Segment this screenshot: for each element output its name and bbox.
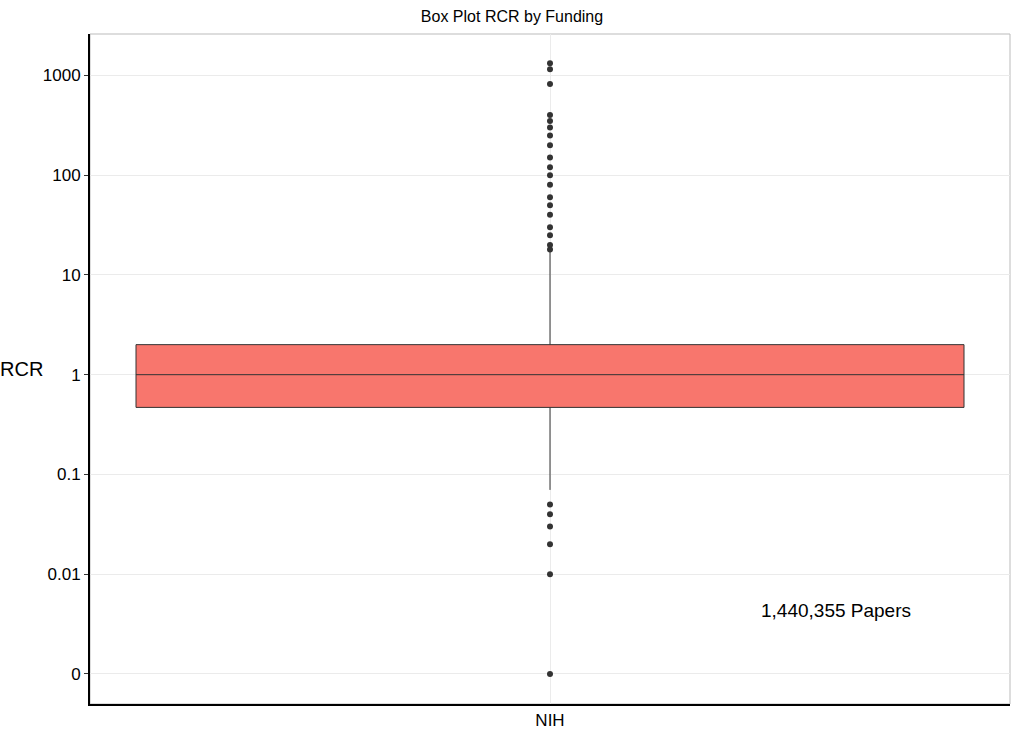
svg-text:Box Plot RCR by Funding: Box Plot RCR by Funding: [421, 8, 603, 25]
svg-text:1000: 1000: [43, 66, 81, 85]
svg-text:1: 1: [71, 366, 80, 385]
svg-text:10: 10: [62, 266, 81, 285]
svg-text:0: 0: [71, 665, 80, 684]
svg-text:100: 100: [52, 166, 80, 185]
svg-text:NIH: NIH: [535, 711, 564, 730]
svg-text:1,440,355 Papers: 1,440,355 Papers: [761, 600, 911, 621]
svg-text:RCR: RCR: [0, 358, 43, 380]
svg-text:0.01: 0.01: [48, 565, 81, 584]
svg-text:0.1: 0.1: [57, 465, 81, 484]
